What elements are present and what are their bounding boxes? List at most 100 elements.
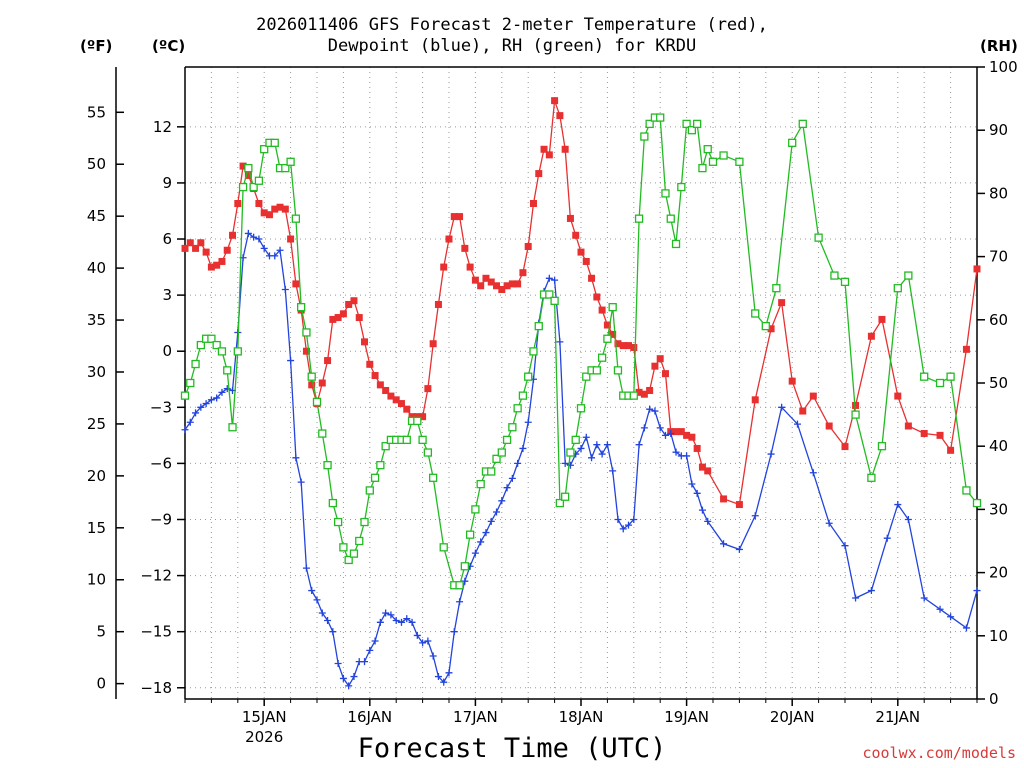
rh-point <box>613 366 623 375</box>
dewpoint-point <box>503 484 511 492</box>
temperature-point <box>376 381 384 389</box>
temperature-point <box>355 314 363 322</box>
fahrenheit-tick-label: 30 <box>87 363 106 381</box>
dewpoint-point <box>498 497 506 505</box>
temperature-point <box>186 239 194 247</box>
dewpoint-point <box>656 424 664 432</box>
dewpoint-point <box>561 459 569 467</box>
dewpoint-point <box>598 450 606 458</box>
temperature-point <box>973 265 981 273</box>
celsius-axis-unit: (ºC) <box>152 37 186 55</box>
rh-point <box>867 473 876 482</box>
celsius-tick-label: −3 <box>150 398 172 416</box>
dewpoint-point <box>735 545 743 553</box>
temperature-point <box>207 263 215 271</box>
temperature-point <box>234 199 242 207</box>
dewpoint-point <box>313 596 321 604</box>
dewpoint-point <box>625 521 633 529</box>
dewpoint-point <box>556 338 564 346</box>
temperature-point <box>202 248 210 256</box>
dewpoint-point <box>297 478 305 486</box>
temperature-point <box>609 330 617 338</box>
temperature-point <box>809 392 817 400</box>
temperature-point <box>281 205 289 213</box>
dewpoint-point <box>255 235 263 243</box>
dewpoint-point <box>419 639 427 647</box>
temperature-point <box>345 300 353 308</box>
rh-tick-label: 50 <box>989 374 1008 392</box>
rh-point <box>661 189 670 198</box>
temperature-point <box>852 401 860 409</box>
temperature-point <box>292 280 300 288</box>
dewpoint-point <box>947 613 955 621</box>
fahrenheit-axis-unit: (ºF) <box>80 37 113 55</box>
rh-point <box>582 372 591 381</box>
dewpoint-point <box>345 682 353 690</box>
temperature-point <box>339 310 347 318</box>
dewpoint-point <box>408 618 416 626</box>
temperature-point <box>508 280 516 288</box>
temperature-point <box>382 386 390 394</box>
rh-point <box>708 157 718 166</box>
temperature-point <box>456 213 464 221</box>
fahrenheit-tick-label: 40 <box>87 259 106 277</box>
rh-point <box>344 555 353 565</box>
temperature-point <box>524 243 532 251</box>
rh-point <box>687 126 697 135</box>
dewpoint-point <box>456 598 464 606</box>
dewpoint-point <box>366 646 374 654</box>
dewpoint-point <box>809 469 817 477</box>
rh-point <box>772 284 781 293</box>
rh-point <box>904 271 913 280</box>
temperature-point <box>825 422 833 430</box>
temperature-point <box>419 413 427 421</box>
temperature-point <box>561 145 569 153</box>
temperature-point <box>635 388 643 396</box>
rh-point <box>429 473 438 482</box>
rh-tick-label: 30 <box>989 500 1008 518</box>
rh-point <box>323 461 332 470</box>
dewpoint-point <box>635 441 643 449</box>
dewpoint-point <box>545 274 553 282</box>
temperature-point <box>947 446 955 454</box>
temperature-point <box>529 199 537 207</box>
temperature-point <box>302 347 310 355</box>
temperature-point <box>265 211 273 219</box>
rh-point <box>328 498 337 508</box>
rh-point <box>460 562 469 571</box>
source-credit[interactable]: coolwx.com/models <box>862 744 1016 762</box>
temperature-point <box>408 413 416 421</box>
rh-point <box>244 163 253 173</box>
rh-point <box>592 366 601 375</box>
temperature-point <box>466 263 474 271</box>
temperature-point <box>366 360 374 368</box>
temperature-point <box>588 274 596 282</box>
rh-point <box>555 498 565 508</box>
rh-point <box>249 182 258 192</box>
rh-point <box>312 397 322 407</box>
rh-tick-label: 90 <box>989 121 1008 139</box>
temperature-point <box>936 431 944 439</box>
rh-point <box>223 366 232 375</box>
temperature-point <box>767 325 775 333</box>
temperature-point <box>223 246 231 254</box>
dewpoint-point <box>667 429 675 437</box>
dewpoint-point <box>672 448 680 456</box>
temperature-point <box>551 97 559 105</box>
temperature-point <box>387 392 395 400</box>
fahrenheit-tick-label: 35 <box>87 311 106 329</box>
rh-point <box>238 182 248 192</box>
temperature-point <box>350 297 358 305</box>
rh-point <box>217 347 227 356</box>
dewpoint-point <box>429 652 437 660</box>
temperature-point <box>334 314 342 322</box>
dewpoint-point <box>482 529 490 537</box>
dewpoint-point <box>894 501 902 509</box>
rh-point <box>597 353 607 362</box>
dewpoint-point <box>841 542 849 550</box>
fahrenheit-tick-label: 5 <box>96 623 106 641</box>
dewpoint-point <box>424 637 432 645</box>
temperature-point <box>751 396 759 404</box>
dewpoint-point <box>904 515 912 523</box>
dewpoint-point <box>693 489 701 497</box>
